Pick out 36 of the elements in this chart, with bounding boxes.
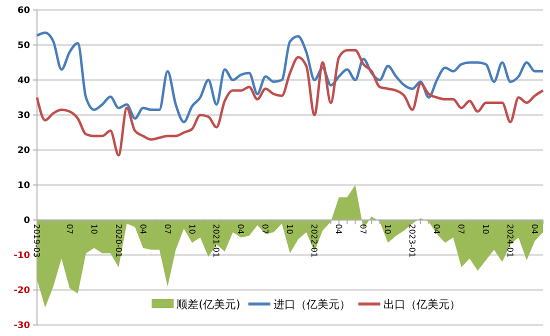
y-tick-label: -20 <box>14 286 30 296</box>
y-tick-label: 0 <box>24 216 30 226</box>
x-tick-label: 2022-01 <box>310 224 319 258</box>
y-tick-label: 30 <box>17 110 30 121</box>
x-tick-label: 10 <box>383 224 392 234</box>
x-tick-label: 04 <box>138 224 148 234</box>
x-tick-label: 10 <box>187 224 196 234</box>
x-tick-label: 2020-01 <box>114 224 123 258</box>
x-tick-label: 2024-01 <box>506 224 515 258</box>
legend-label: 进口（亿美元） <box>273 298 350 311</box>
x-tick-label: 07 <box>358 224 368 234</box>
x-tick-label: 2019-03 <box>32 224 42 258</box>
x-tick-label: 10 <box>481 224 490 234</box>
x-tick-label: 10 <box>89 224 98 234</box>
x-tick-label: 04 <box>530 224 540 234</box>
x-tick-label: 07 <box>260 224 270 234</box>
x-tick-label: 04 <box>334 224 344 234</box>
y-tick-label: 10 <box>17 180 30 191</box>
x-tick-label: 2021-01 <box>212 224 221 258</box>
x-tick-label: 10 <box>285 224 294 234</box>
x-tick-label: 04 <box>236 224 246 234</box>
y-tick-label: 50 <box>17 40 30 51</box>
line-series <box>36 32 544 124</box>
y-tick-label: -10 <box>14 250 30 261</box>
x-tick-label: 07 <box>64 224 74 234</box>
y-tick-label: 40 <box>17 76 30 86</box>
x-tick-label: 04 <box>432 224 442 234</box>
legend-label: 出口（亿美元） <box>383 298 460 311</box>
x-tick-label: 2023-01 <box>408 224 417 258</box>
x-tick-label: 07 <box>456 224 466 234</box>
legend-label: 顺差(亿美元) <box>176 298 240 311</box>
y-tick-label: -30 <box>14 320 30 331</box>
y-tick-label: 60 <box>17 6 30 16</box>
y-tick-label: 20 <box>17 146 30 156</box>
line-series <box>36 49 544 156</box>
x-tick-label: 07 <box>162 224 172 234</box>
